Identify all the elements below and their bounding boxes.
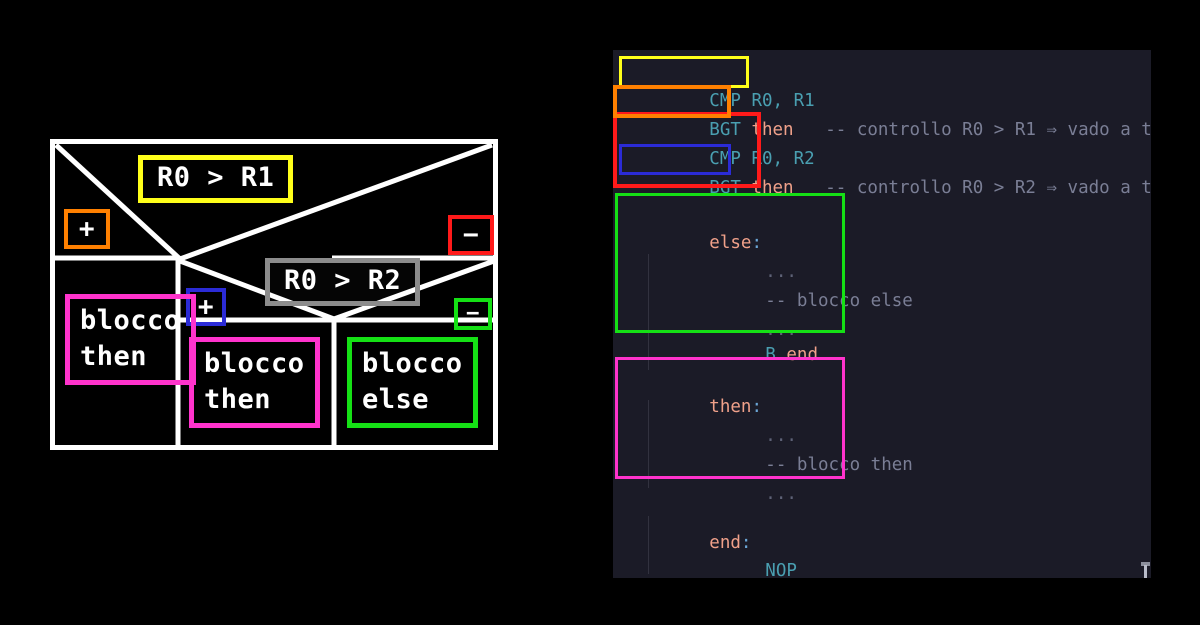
- code-line-nop: NOP: [681, 528, 797, 578]
- code-line-bgt-then-2: BGT then -- controllo R0 > R2 ⇒ vado a t…: [625, 145, 1151, 198]
- decision2-left-edge: [179, 258, 335, 322]
- code-token-end-target: end: [786, 345, 818, 365]
- indent-guide-else: [648, 254, 649, 370]
- code-token-then-colon: :: [751, 397, 762, 417]
- code-line-bgt-then-1: BGT then -- controllo R0 > R1 ⇒ vado a t…: [625, 87, 1151, 140]
- code-token-then-label-2: then: [751, 178, 794, 198]
- block-then-outer-line2: then: [80, 340, 148, 372]
- outer-frame: [50, 139, 498, 450]
- code-line-label-end: end:: [625, 500, 751, 553]
- code-line-cmp-r0-r1: CMP R0, R1: [625, 58, 814, 111]
- indent-guide-then: [648, 400, 649, 488]
- block-then-inner-line2: then: [204, 383, 272, 415]
- flowchart-diagram: R0 > R1 + − R0 > R2 + − blocco then bloc…: [50, 139, 498, 450]
- decision-2-false-sign: −: [454, 298, 492, 330]
- decision1-right-edge: [179, 142, 493, 262]
- block-then-outer-line1: blocco: [80, 305, 181, 336]
- flowchart-lines: [50, 139, 498, 450]
- code-token-cmp-1: CMP R0, R1: [709, 91, 815, 111]
- code-line-label-then: then:: [625, 364, 762, 417]
- code-line-branch-end: B end: [681, 312, 818, 365]
- code-line-then-comment: -- blocco then: [681, 422, 913, 475]
- decision1-left-edge: [54, 143, 182, 261]
- code-token-branch: B: [765, 345, 787, 365]
- code-line-cmp-r0-r2: CMP R0, R2: [625, 116, 814, 169]
- code-panel[interactable]: CMP R0, R1 BGT then -- controllo R0 > R1…: [613, 50, 1151, 578]
- block-then-inner: blocco then: [189, 337, 320, 429]
- code-line-then-dots-2: ...: [681, 451, 797, 504]
- code-line-label-else: else:: [625, 200, 762, 253]
- decision2-right-edge: [333, 258, 495, 322]
- code-token-end-label: end: [709, 533, 741, 553]
- block-else: blocco else: [347, 337, 478, 429]
- decision-2-condition: R0 > R2: [265, 258, 421, 306]
- block-else-line2: else: [362, 383, 430, 415]
- code-line-else-dots-1: ...: [681, 229, 797, 282]
- code-token-then-dots-1: ...: [765, 426, 797, 446]
- code-token-else-dots-1: ...: [765, 262, 797, 282]
- text-cursor-head: [1141, 562, 1150, 566]
- decision-2-true-sign: +: [186, 288, 226, 326]
- block-then-outer: blocco then: [65, 294, 196, 386]
- code-line-then-dots-1: ...: [681, 393, 797, 446]
- decision-1-false-sign: −: [448, 215, 494, 255]
- code-token-end-colon: :: [740, 533, 752, 553]
- text-cursor: [1144, 565, 1147, 578]
- code-token-else-label: else: [709, 233, 752, 253]
- decision-1-true-sign: +: [64, 209, 110, 249]
- code-comment-2: -- controllo R0 > R2 ⇒ vado a then: [793, 178, 1151, 198]
- code-token-else-colon: :: [751, 233, 762, 253]
- code-token-then-label-1: then: [751, 120, 794, 140]
- code-line-else-comment: -- blocco else: [681, 258, 913, 311]
- code-token-nop: NOP: [765, 561, 797, 578]
- indent-guide-end: [648, 516, 649, 574]
- decision-1-condition: R0 > R1: [138, 155, 294, 203]
- code-token-bgt-2: BGT: [709, 178, 752, 198]
- code-listing: CMP R0, R1 BGT then -- controllo R0 > R1…: [613, 50, 1151, 578]
- code-token-then-label: then: [709, 397, 752, 417]
- block-else-line1: blocco: [362, 348, 463, 379]
- block-then-inner-line1: blocco: [204, 348, 305, 379]
- code-comment-1: -- controllo R0 > R1 ⇒ vado a then: [793, 120, 1151, 140]
- code-token-then-dots-2: ...: [765, 484, 797, 504]
